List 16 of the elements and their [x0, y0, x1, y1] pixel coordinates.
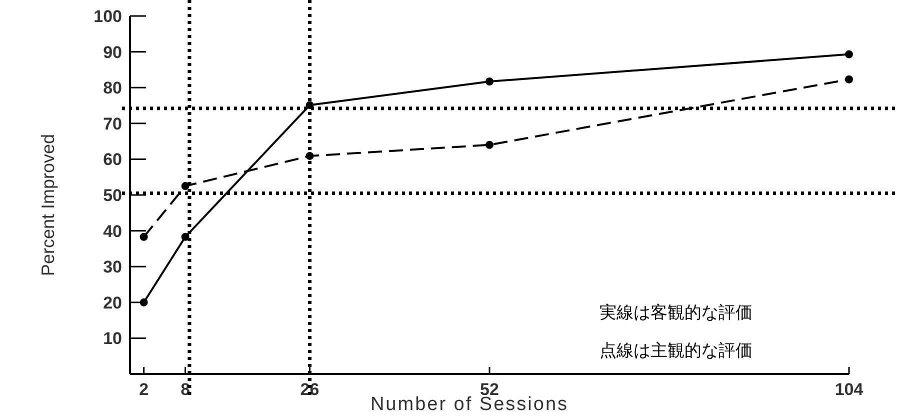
ytick: 100 — [94, 7, 122, 26]
ytick: 60 — [103, 150, 122, 170]
annotation: 実線は客観的な評価 — [600, 303, 752, 322]
ytick: 40 — [103, 222, 122, 241]
ytick: 50 — [103, 186, 122, 205]
xtick: 2 — [139, 380, 149, 399]
ylabel: Percent Improved — [38, 134, 58, 276]
ytick: 30 — [103, 258, 122, 277]
ytick: 10 — [103, 329, 122, 348]
ytick: 80 — [103, 78, 122, 98]
ytick: 70 — [103, 114, 122, 134]
ytick: 90 — [103, 42, 122, 62]
annotation: 点線は主観的な評価 — [600, 341, 752, 360]
ytick: 20 — [103, 293, 122, 312]
xlabel: Number of Sessions — [370, 394, 569, 415]
xtick: 104 — [834, 380, 864, 399]
